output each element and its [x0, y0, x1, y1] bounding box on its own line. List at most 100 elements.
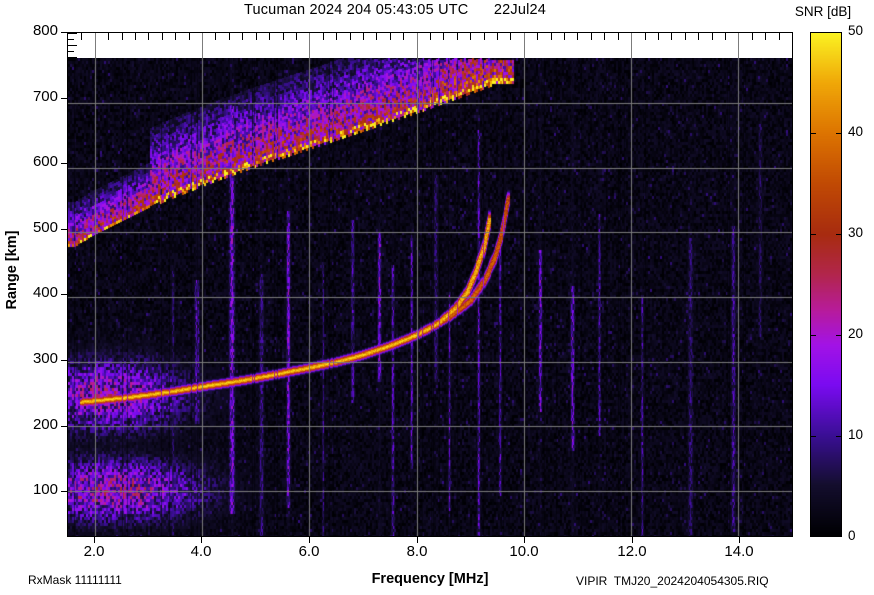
top-tick	[712, 33, 713, 40]
y-tickmark	[61, 360, 67, 361]
colorbar-title: SNR [dB]	[794, 4, 852, 19]
gridline-vertical	[95, 33, 96, 58]
top-tick	[296, 33, 297, 40]
top-tick	[698, 33, 699, 40]
top-tick	[81, 33, 82, 40]
colorbar-tickmark	[836, 335, 841, 336]
top-tick	[242, 33, 243, 40]
top-tick	[189, 33, 190, 40]
y-tickmark	[61, 491, 67, 492]
top-tick	[551, 33, 552, 40]
top-tick	[470, 33, 471, 40]
y-tickmark	[61, 426, 67, 427]
x-tick-label: 2.0	[83, 543, 105, 560]
y-tick-label: 400	[32, 284, 58, 301]
rxmask-label: RxMask 11111111	[28, 573, 122, 587]
top-tick	[256, 33, 257, 40]
top-tick	[497, 33, 498, 40]
x-tickmark	[201, 537, 202, 543]
y-tick-label: 800	[32, 22, 58, 39]
top-tick	[215, 33, 216, 40]
x-tick-label: 14.0	[724, 543, 754, 560]
top-tick	[484, 33, 485, 40]
colorbar-tickmark	[836, 133, 841, 134]
top-tick	[577, 33, 578, 40]
top-tick	[765, 33, 766, 40]
y-tick-label: 200	[32, 416, 58, 433]
top-tick	[752, 33, 753, 40]
gridline-vertical	[309, 33, 310, 58]
snr-colorbar	[810, 32, 842, 537]
y-axis-title: Range [km]	[4, 230, 20, 310]
top-tick	[604, 33, 605, 40]
x-tick-label: 8.0	[406, 543, 428, 560]
top-tick	[148, 33, 149, 40]
top-strip-tick	[68, 51, 74, 52]
colorbar-tick-label: 30	[848, 225, 864, 240]
colorbar-tickmark	[811, 335, 816, 336]
x-tickmark	[309, 537, 310, 543]
top-tick	[175, 33, 176, 40]
gridline-vertical	[417, 33, 418, 58]
x-tickmark	[94, 537, 95, 543]
y-tick-label: 700	[32, 88, 58, 105]
y-tick-label: 100	[32, 481, 58, 498]
top-tick	[283, 33, 284, 40]
colorbar-tickmark	[836, 234, 841, 235]
x-tickmark	[632, 537, 633, 543]
top-tick	[269, 33, 270, 40]
top-tick	[618, 33, 619, 40]
top-tick	[564, 33, 565, 40]
colorbar-tick-label: 50	[848, 23, 864, 38]
top-tick	[591, 33, 592, 40]
y-tickmark	[61, 32, 67, 33]
ionogram-plot-area[interactable]	[67, 32, 793, 537]
top-tick	[443, 33, 444, 40]
top-tick	[671, 33, 672, 40]
gridline-vertical	[631, 33, 632, 58]
colorbar-tick-label: 40	[848, 124, 864, 139]
colorbar-tick-label: 10	[848, 427, 864, 442]
colorbar-tick-label: 20	[848, 326, 864, 341]
figure-title: Tucuman 2024 204 05:43:05 UTC 22Jul24	[243, 2, 547, 18]
top-tick	[430, 33, 431, 40]
y-tickmark	[61, 98, 67, 99]
x-tick-label: 4.0	[190, 543, 212, 560]
top-tick	[645, 33, 646, 40]
gridline-vertical	[202, 33, 203, 58]
colorbar-tick-label: 0	[848, 528, 856, 543]
x-tickmark	[524, 537, 525, 543]
top-tick	[685, 33, 686, 40]
x-tick-label: 12.0	[617, 543, 647, 560]
top-tick	[779, 33, 780, 40]
top-strip-tick	[68, 39, 74, 40]
top-tick	[162, 33, 163, 40]
top-strip-tick	[68, 33, 77, 34]
x-tick-label: 6.0	[298, 543, 320, 560]
top-tick	[135, 33, 136, 40]
x-tickmark	[417, 537, 418, 543]
colorbar-tickmark	[811, 133, 816, 134]
y-tick-label: 300	[32, 350, 58, 367]
y-tickmark	[61, 163, 67, 164]
colorbar-gradient	[811, 33, 841, 536]
top-tick	[725, 33, 726, 40]
top-strip-tick	[68, 57, 77, 58]
top-tick	[403, 33, 404, 40]
y-tickmark	[61, 294, 67, 295]
colorbar-tickmark	[811, 234, 816, 235]
x-tickmark	[739, 537, 740, 543]
top-strip-tick	[68, 45, 77, 46]
top-tick	[336, 33, 337, 40]
top-tick	[658, 33, 659, 40]
colorbar-tickmark	[836, 436, 841, 437]
top-tick	[390, 33, 391, 40]
gridline-vertical	[524, 33, 525, 58]
y-tick-label: 500	[32, 219, 58, 236]
top-tick	[108, 33, 109, 40]
top-tick	[457, 33, 458, 40]
colorbar-tickmark	[811, 436, 816, 437]
top-tick	[229, 33, 230, 40]
ionogram-heatmap	[68, 58, 792, 536]
